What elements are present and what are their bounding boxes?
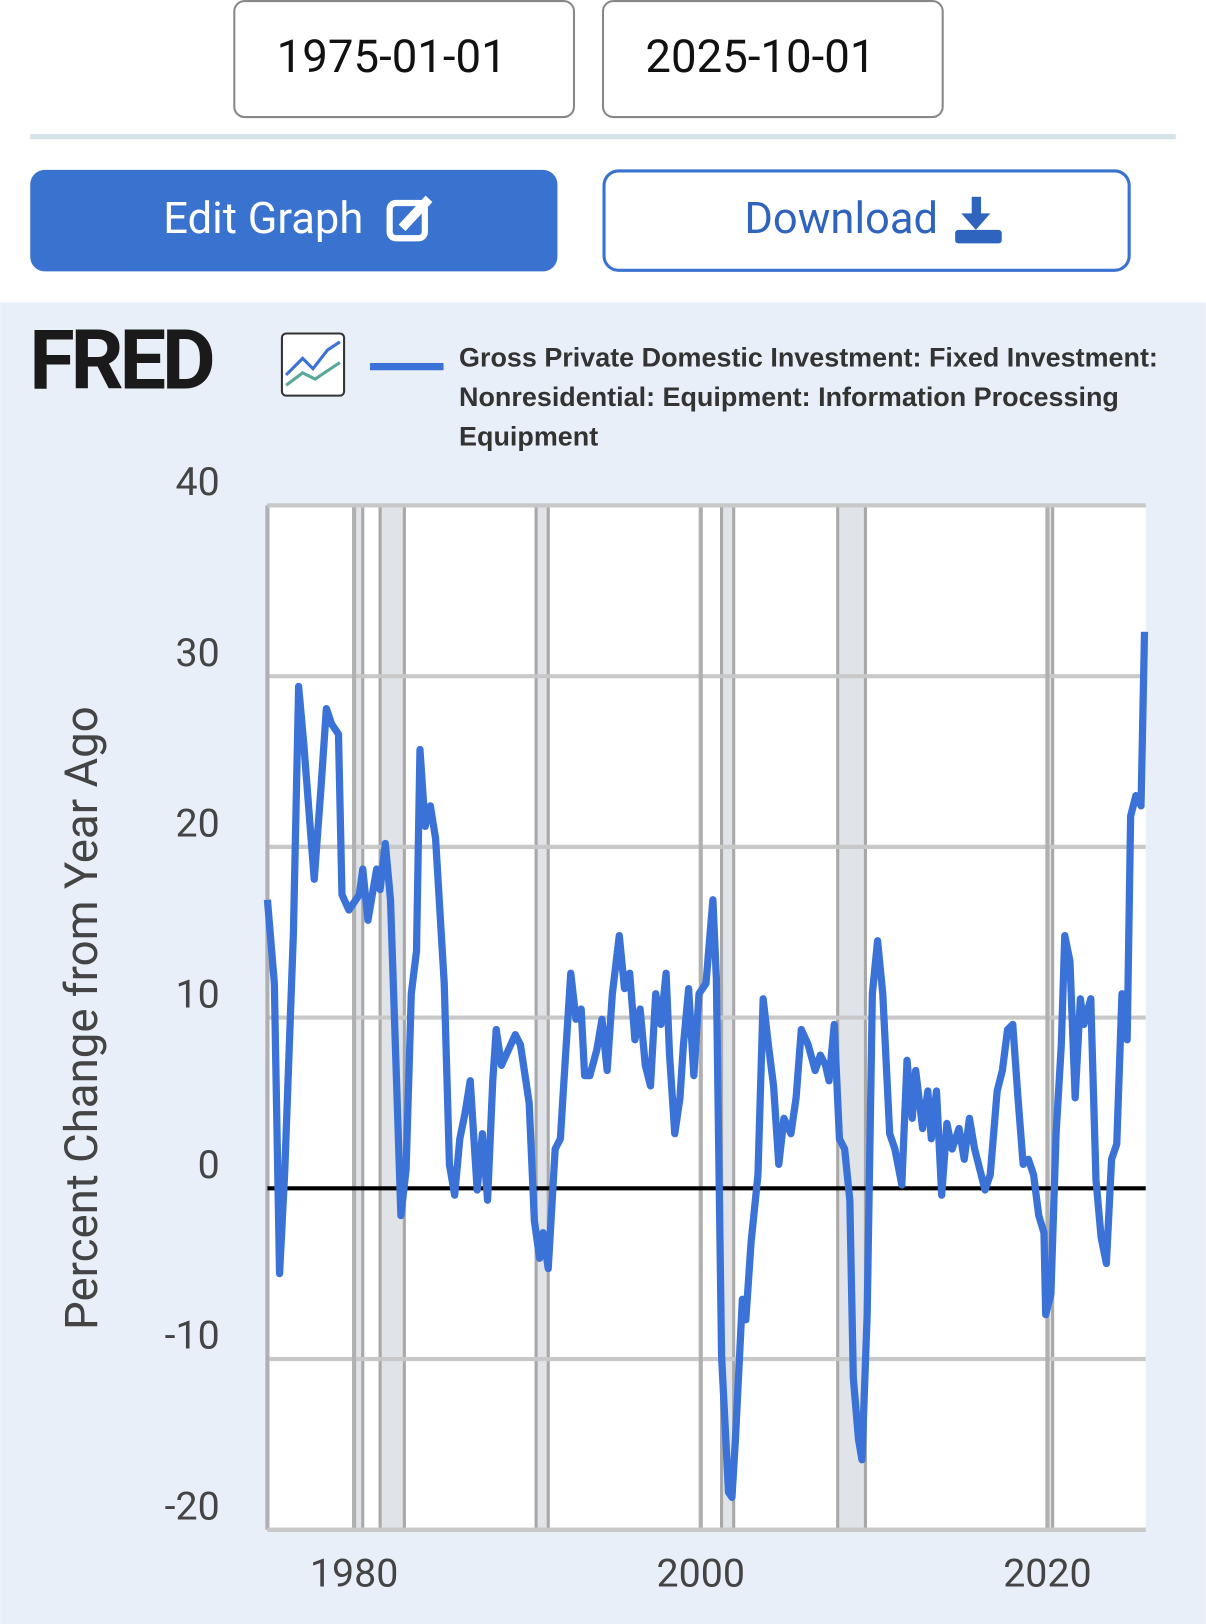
y-tick-label: -20 — [165, 1482, 220, 1529]
series-line — [263, 631, 1149, 1501]
y-tick-label: 40 — [176, 458, 220, 505]
edit-graph-label[interactable]: Edit Graph — [163, 193, 363, 244]
y-tick-label: -10 — [165, 1312, 220, 1359]
plot: 40 30 20 10 0 -10 -20 1980 2000 2020 Percent Chang… — [56, 458, 1149, 1597]
x-tick-label: 2020 — [1003, 1550, 1091, 1597]
x-tick-label: 2000 — [657, 1550, 745, 1597]
legend-entry: Gross Private Domestic Investment: Fixed… — [459, 341, 1158, 452]
x-tick-label: 1980 — [310, 1550, 398, 1597]
logo-icon — [280, 332, 346, 397]
start-date-input[interactable] — [233, 0, 576, 119]
end-date[interactable]: 2025-10-01 — [645, 31, 875, 84]
download-icon — [955, 196, 1002, 244]
y-axis-title: Percent Change from Year Ago — [56, 706, 109, 1330]
legend-label: Gross Private Domestic Investment: Fixed… — [459, 341, 1158, 452]
y-tick-label: 30 — [176, 629, 220, 676]
fred-logo: FRED — [29, 313, 213, 410]
y-tick-label: 0 — [198, 1141, 220, 1188]
end-date-input[interactable] — [601, 0, 944, 119]
edit-graph-button[interactable] — [30, 169, 558, 272]
download-label[interactable]: Download — [744, 193, 938, 244]
edit-icon — [386, 195, 433, 242]
start-date[interactable]: 1975-01-01 — [277, 31, 507, 84]
y-tick-label: 20 — [176, 800, 220, 847]
y-tick-label: 10 — [176, 970, 220, 1017]
download-button[interactable] — [602, 169, 1131, 272]
